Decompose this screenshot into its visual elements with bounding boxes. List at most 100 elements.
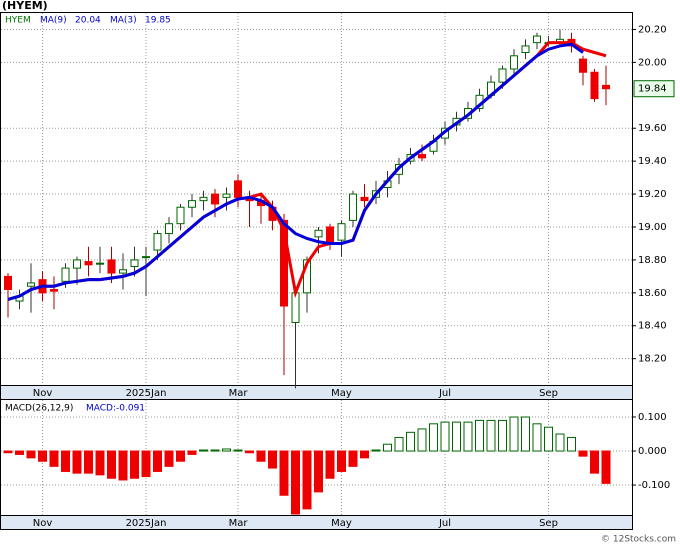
candle-body — [188, 200, 196, 208]
macd-bar — [509, 416, 519, 452]
macd-bar — [348, 450, 358, 467]
candle-body — [61, 267, 70, 282]
macd-bar — [578, 450, 588, 457]
candle-body — [199, 196, 208, 202]
macd-bar — [486, 419, 496, 452]
x-tick-label: 2025Jan — [126, 518, 167, 529]
macd-bar — [429, 423, 438, 452]
y-tick-label: 18.20 — [638, 354, 667, 365]
y-tick-label: 20.20 — [638, 24, 667, 35]
legend-symbol: HYEM — [5, 16, 31, 26]
macd-bar — [164, 450, 174, 467]
candle-body — [533, 35, 541, 44]
candle-body — [222, 193, 231, 198]
date-strip — [0, 385, 633, 400]
candle-body — [4, 275, 12, 291]
macd-bar — [521, 416, 530, 452]
legend-name: MA(3) — [110, 16, 137, 26]
candle-body — [142, 256, 150, 259]
macd-bar — [130, 450, 139, 479]
x-tick-label: May — [331, 518, 352, 529]
candle-body — [84, 261, 93, 266]
candle-body — [521, 45, 530, 54]
candle-body — [498, 68, 507, 83]
x-tick-label: Mar — [229, 388, 249, 399]
candle-body — [602, 84, 610, 90]
candle-body — [590, 71, 599, 100]
price-badge — [633, 80, 675, 98]
macd-bar — [245, 450, 254, 454]
macd-bar — [383, 443, 392, 452]
macd-bar — [95, 450, 105, 476]
y-tick-label: 0.100 — [638, 412, 667, 423]
date-strip — [0, 515, 633, 530]
candle-body — [50, 289, 58, 292]
candle-body — [153, 233, 162, 251]
macd-bar — [279, 450, 289, 496]
y-tick-label: 18.80 — [638, 255, 667, 266]
macd-bar — [532, 423, 542, 452]
watermark: © 12Stocks.com — [601, 535, 676, 545]
macd-bar — [463, 421, 473, 452]
macd-bar — [291, 450, 300, 515]
macd-bar — [475, 419, 484, 452]
candle-body — [314, 229, 323, 238]
macd-bar — [544, 426, 553, 452]
macd-bar — [199, 449, 208, 452]
candle-body — [579, 58, 587, 73]
macd-bar — [107, 450, 116, 479]
macd-bar — [141, 450, 151, 478]
macd-bar — [337, 450, 346, 472]
macd-bar — [153, 450, 162, 472]
legend-name: MA(9) — [40, 16, 67, 26]
candle-body — [303, 259, 311, 294]
x-tick-label: Jul — [438, 388, 451, 399]
x-tick-label: Sep — [539, 518, 558, 529]
macd-bar — [176, 450, 185, 462]
macd-bar — [440, 421, 450, 452]
macd-bar — [49, 450, 59, 467]
macd-bar — [417, 428, 427, 452]
y-tick-label: 18.60 — [638, 288, 667, 299]
legend-value: 20.04 — [75, 16, 101, 26]
candle-body — [119, 269, 127, 274]
macd-bar — [61, 450, 70, 472]
x-tick-label: May — [331, 388, 352, 399]
macd-bar — [26, 450, 36, 459]
macd-bar — [498, 419, 507, 452]
candle-body — [176, 206, 185, 225]
macd-bar — [187, 450, 197, 455]
macd-legend: MACD:-0.091 — [86, 404, 145, 414]
macd-bar — [371, 449, 381, 452]
macd-bar — [38, 450, 47, 462]
x-tick-label: Jul — [438, 518, 451, 529]
macd-bar — [222, 448, 231, 452]
chart-title: (HYEM) — [2, 0, 48, 12]
candle-body — [360, 196, 369, 202]
macd-bar — [256, 450, 266, 462]
y-tick-label: 19.40 — [638, 156, 667, 167]
candle-body — [291, 292, 300, 323]
candle-body — [326, 226, 334, 244]
macd-bar — [394, 436, 404, 452]
candle-body — [27, 282, 35, 287]
macd-bar — [72, 450, 82, 474]
macd-bar — [3, 450, 13, 454]
candle-body — [280, 219, 288, 307]
macd-title: MACD(26,12,9) — [5, 404, 73, 414]
macd-bar — [210, 449, 220, 452]
macd-bar — [314, 450, 323, 493]
y-tick-label: -0.100 — [638, 480, 670, 491]
candle-body — [130, 259, 139, 267]
macd-bar — [567, 436, 576, 452]
price-badge-label: 19.84 — [638, 84, 667, 95]
macd-bar — [601, 450, 611, 484]
x-tick-label: 2025Jan — [126, 388, 167, 399]
legend-value: 19.85 — [145, 16, 171, 26]
candle-body — [73, 259, 81, 269]
macd-bar — [360, 450, 369, 459]
macd-bar — [325, 450, 335, 479]
y-tick-label: 0.000 — [638, 446, 667, 457]
candle-body — [96, 262, 104, 265]
